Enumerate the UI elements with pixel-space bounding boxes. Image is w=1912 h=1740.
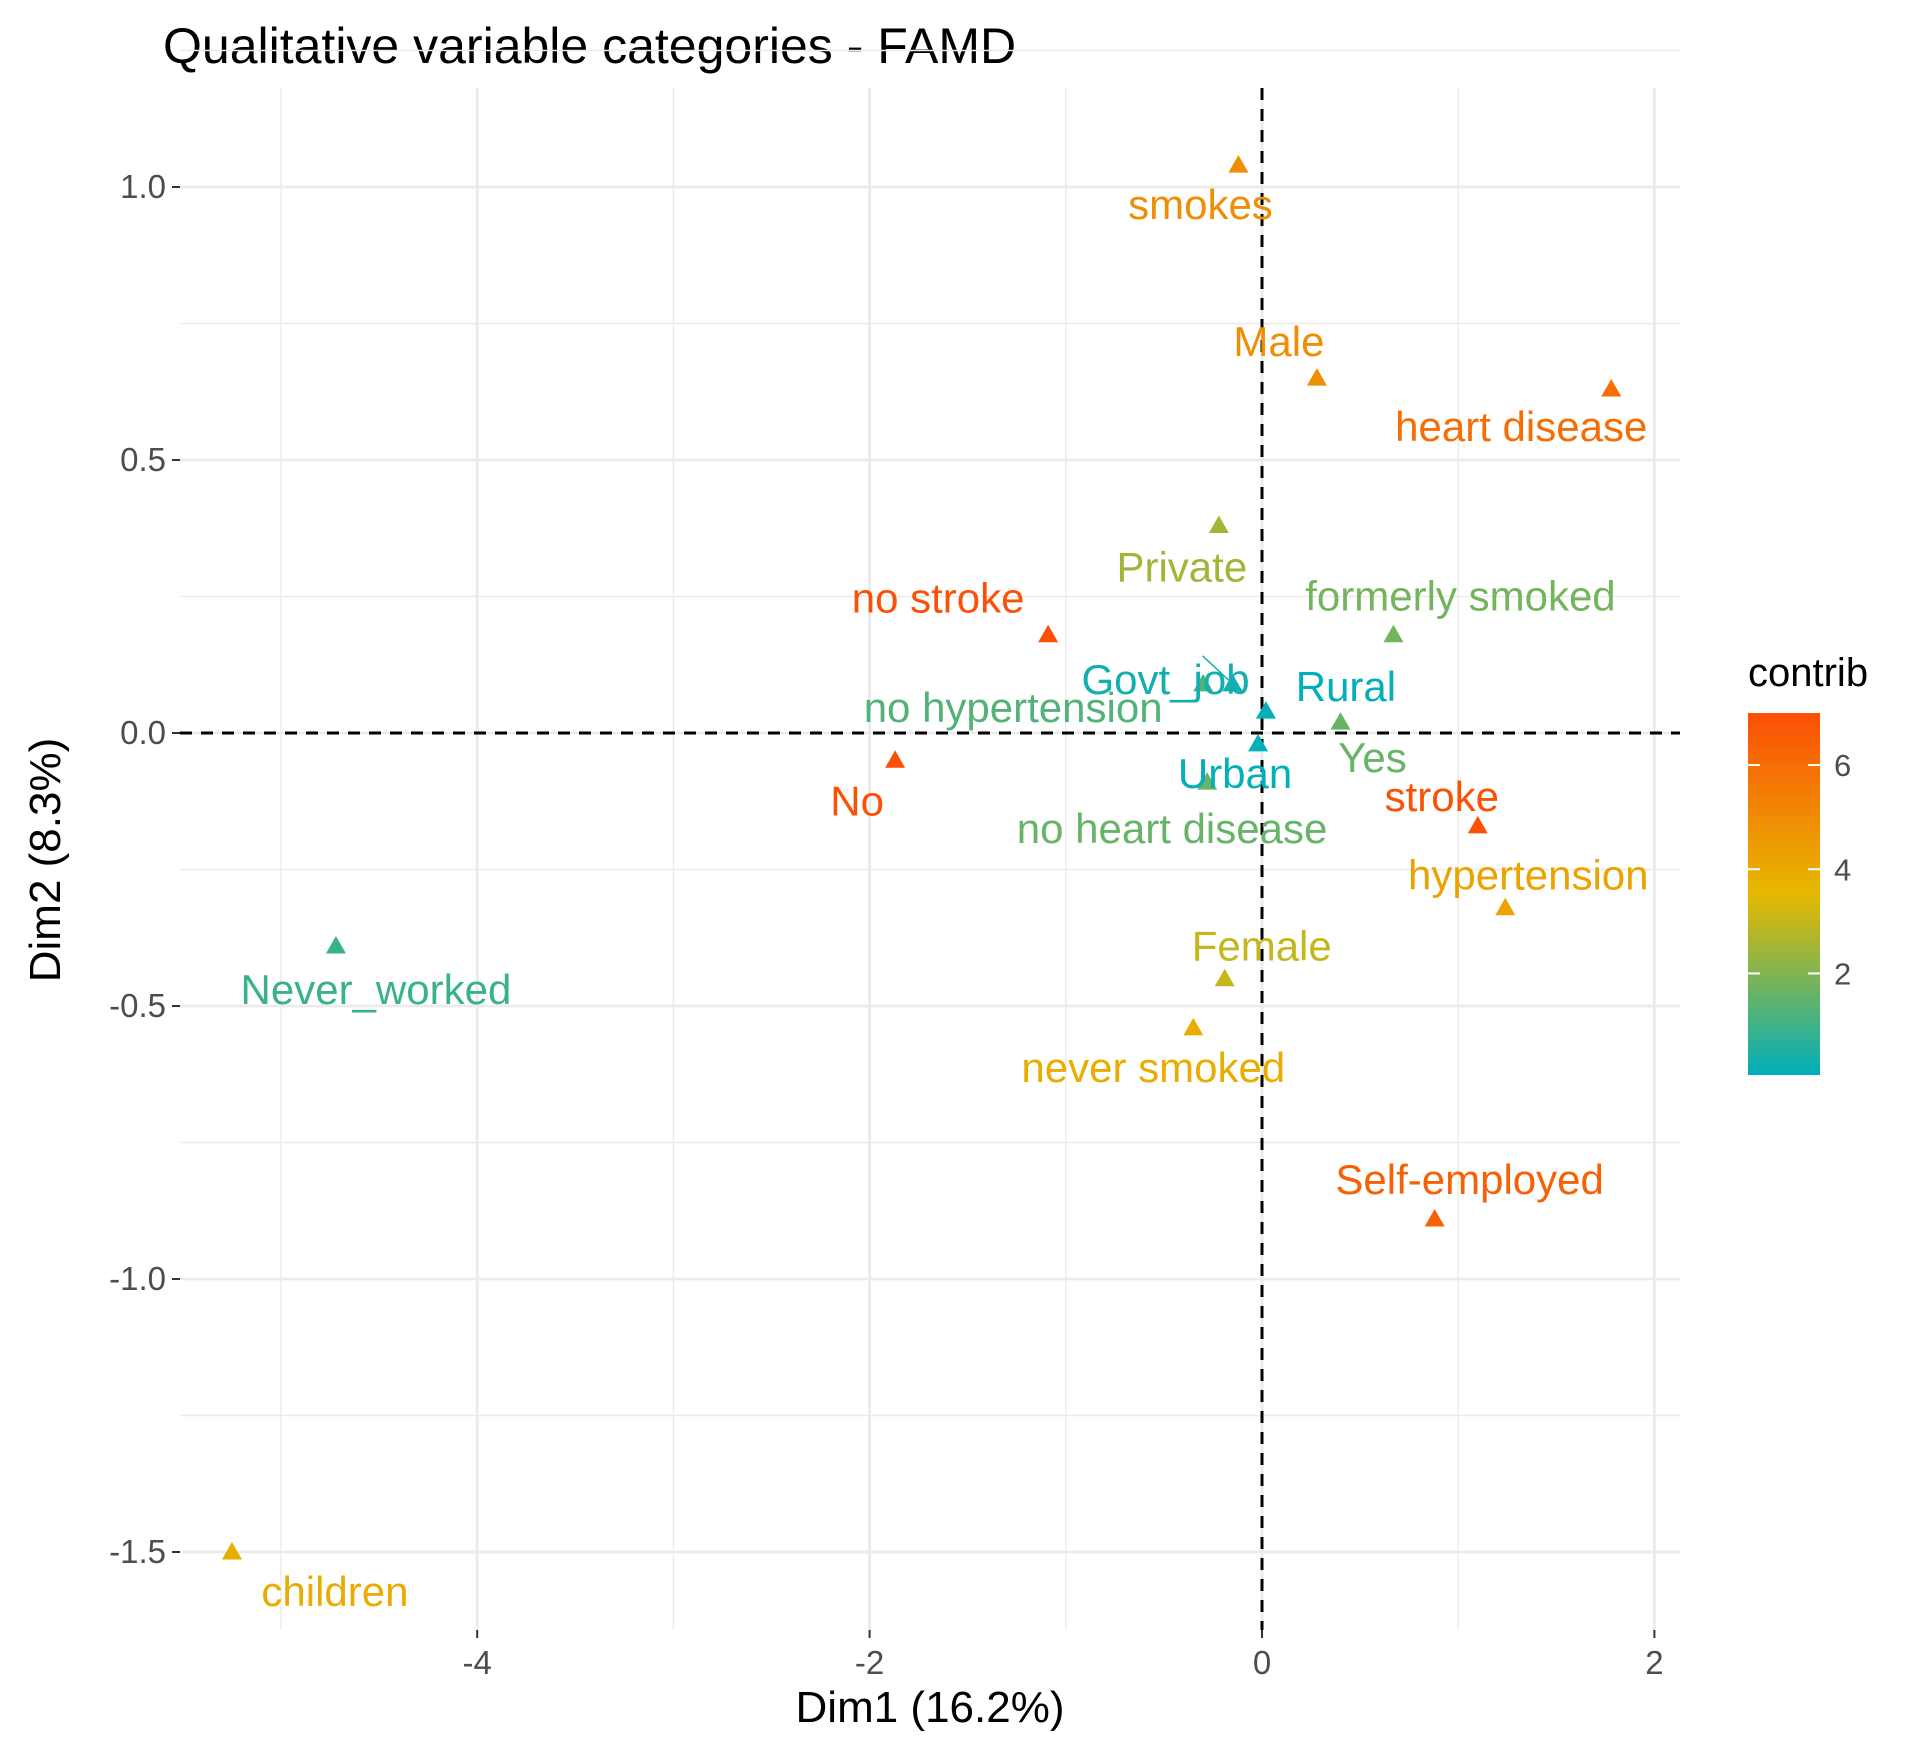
point-formerly-smoked	[1383, 624, 1404, 643]
point-never-smoked	[1183, 1017, 1204, 1036]
point-label-no-heart-disease: no heart disease	[1017, 805, 1328, 852]
point-label-yes: Yes	[1338, 734, 1407, 781]
x-tick-label: 0	[1253, 1644, 1271, 1681]
point-label-no: No	[830, 777, 884, 824]
point-label-children: children	[261, 1568, 408, 1615]
point-label-never-smoked: never smoked	[1021, 1044, 1285, 1091]
point-rural	[1255, 701, 1276, 719]
axis-ticks: -4 -2 0 2 1.0 0.5 0.0 -0.5 -1.0 -1.5	[109, 168, 1663, 1681]
point-smokes	[1228, 155, 1249, 173]
point-label-never-worked: Never_worked	[241, 966, 512, 1013]
point-private	[1208, 515, 1229, 534]
point-female	[1214, 968, 1235, 987]
point-govt-job	[1222, 673, 1243, 692]
govt-job-connector	[1202, 655, 1234, 685]
point-children	[221, 1542, 242, 1560]
point-label-female: Female	[1192, 923, 1332, 970]
y-tick-label: 0.5	[120, 441, 166, 478]
point-label-formerly-smoked: formerly smoked	[1305, 573, 1615, 620]
legend-ticks: 2 4 6	[1748, 748, 1851, 991]
point-no-heart-disease	[1197, 772, 1218, 790]
y-tick-label: -1.5	[109, 1533, 166, 1570]
point-hypertension	[1495, 897, 1516, 916]
point-labels: smokes Male heart disease Private formerly s…	[241, 181, 1649, 1615]
point-no-hypertension	[1193, 673, 1214, 692]
point-urban	[1248, 733, 1269, 752]
point-stroke	[1467, 815, 1488, 834]
point-label-private: Private	[1116, 544, 1247, 591]
point-never-worked	[325, 935, 346, 954]
y-tick-label: -0.5	[109, 987, 166, 1024]
y-tick-label: 0.0	[120, 714, 166, 751]
point-label-no-stroke: no stroke	[852, 575, 1025, 622]
points	[221, 155, 1622, 1560]
x-tick-label: 2	[1645, 1644, 1663, 1681]
point-no-stroke	[1038, 624, 1059, 643]
point-yes	[1330, 712, 1351, 730]
point-label-hypertension: hypertension	[1408, 852, 1649, 899]
point-label-rural: Rural	[1296, 663, 1396, 710]
y-axis-title: Dim2 (8.3%)	[21, 738, 70, 983]
point-label-male: Male	[1233, 318, 1324, 365]
plot-panel	[180, 88, 1680, 1630]
legend-tick-label: 4	[1834, 852, 1851, 887]
point-label-govt-job: Govt_job	[1082, 656, 1250, 703]
grid-lines	[180, 49, 1680, 1630]
point-label-heart-disease: heart disease	[1395, 403, 1647, 450]
point-heart-disease	[1601, 379, 1622, 397]
point-label-self-employed: Self-employed	[1335, 1156, 1603, 1203]
x-axis-title: Dim1 (16.2%)	[796, 1683, 1065, 1732]
reference-lines	[180, 88, 1680, 1630]
point-label-smokes: smokes	[1128, 181, 1273, 228]
legend-tick-label: 6	[1834, 748, 1851, 783]
x-tick-label: -4	[463, 1644, 492, 1681]
y-tick-label: -1.0	[109, 1260, 166, 1297]
point-no	[885, 750, 906, 768]
contrib-legend: contrib 2 4 6	[1748, 651, 1868, 1075]
point-male	[1306, 368, 1327, 386]
legend-title: contrib	[1748, 651, 1868, 695]
point-self-employed	[1424, 1208, 1445, 1227]
legend-tick-label: 2	[1834, 956, 1851, 991]
point-label-urban: Urban	[1178, 750, 1292, 797]
point-label-stroke: stroke	[1385, 773, 1499, 820]
point-label-no-hypertension: no hypertension	[864, 684, 1163, 731]
legend-color-bar	[1748, 713, 1820, 1075]
chart-title: Qualitative variable categories - FAMD	[163, 18, 1016, 74]
x-tick-label: -2	[855, 1644, 884, 1681]
y-tick-label: 1.0	[120, 168, 166, 205]
